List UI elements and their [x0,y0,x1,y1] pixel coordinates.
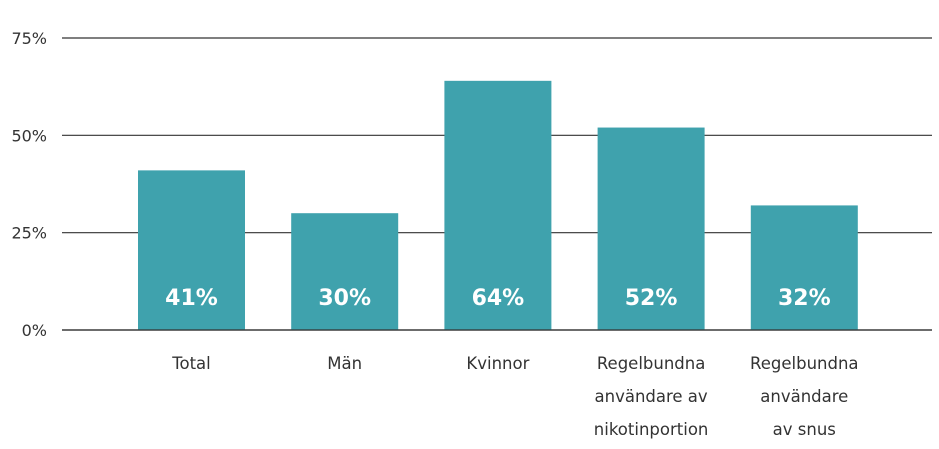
data-label: 30% [318,286,371,311]
data-label: 52% [625,286,678,311]
x-tick-label: Total [171,354,211,373]
y-tick-label: 0% [22,321,47,340]
x-tick-label: Män [327,354,362,373]
x-tick-label: Kvinnor [466,354,529,373]
data-label: 32% [778,286,831,311]
bar [138,170,245,330]
x-tick-label: nikotinportion [594,420,709,439]
x-tick-label: Regelbundna [750,354,859,373]
x-tick-label: Regelbundna [597,354,706,373]
x-tick-label: användare av [595,387,708,406]
y-tick-label: 75% [11,29,47,48]
x-tick-label: av snus [773,420,836,439]
y-tick-label: 50% [11,126,47,145]
bar [444,80,552,331]
bar [750,205,858,330]
data-label: 41% [165,286,218,311]
y-tick-label: 25% [11,224,47,243]
x-tick-label: användare [760,387,848,406]
data-label: 64% [472,286,525,311]
bar [597,127,705,331]
bar [291,213,399,330]
